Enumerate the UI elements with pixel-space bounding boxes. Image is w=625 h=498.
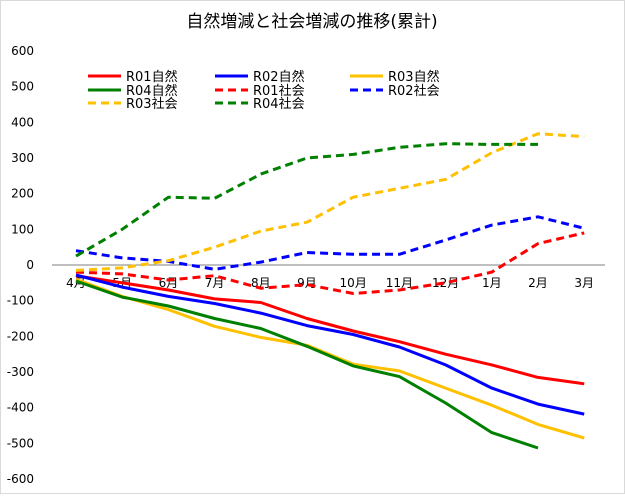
series-line-0	[75, 274, 585, 386]
y-tick-label: -200	[7, 329, 34, 343]
legend-label: R02自然	[253, 69, 305, 85]
series-line-6	[75, 132, 585, 272]
x-tick-label: 4月	[66, 276, 86, 290]
series-line-4	[75, 231, 585, 295]
x-tick-label: 3月	[574, 276, 594, 290]
x-tick-label: 2月	[528, 276, 548, 290]
x-tick-label: 7月	[205, 276, 225, 290]
y-tick-label: 100	[11, 222, 34, 236]
y-tick-label: 0	[26, 258, 34, 272]
legend-label: R01社会	[253, 83, 305, 99]
legend: R01自然 R02自然 R03自然 R04自然 R01社会 R02社会 R03社会 R04社会	[88, 69, 440, 112]
series-line-3	[75, 279, 539, 450]
x-axis-ticks: 4月 5月 6月 7月 8月 9月 10月 11月 12月 1月 2月 3月	[66, 276, 594, 290]
y-tick-label: 200	[11, 187, 34, 201]
x-tick-label: 8月	[251, 276, 271, 290]
y-tick-label: -400	[7, 401, 34, 415]
y-tick-label: 300	[11, 151, 34, 165]
series-lines	[75, 132, 585, 450]
legend-label: R03自然	[388, 69, 440, 85]
x-tick-label: 1月	[482, 276, 502, 290]
y-tick-label: -600	[7, 472, 34, 486]
y-tick-label: 600	[11, 44, 34, 58]
y-tick-label: -300	[7, 365, 34, 379]
x-tick-label: 10月	[340, 276, 367, 290]
legend-label: R02社会	[388, 83, 440, 99]
y-tick-label: 500	[11, 80, 34, 94]
legend-label: R04自然	[126, 83, 178, 99]
chart-title: 自然増減と社会増減の推移(累計)	[186, 12, 437, 32]
series-line-1	[75, 273, 585, 416]
x-tick-label: 11月	[386, 276, 413, 290]
legend-label: R04社会	[253, 96, 305, 112]
y-axis-ticks: 600 500 400 300 200 100 0 -100 -200 -300 -400 -500 -…	[7, 44, 34, 486]
y-tick-label: 400	[11, 115, 34, 129]
x-tick-label: 12月	[432, 276, 459, 290]
x-tick-label: 9月	[297, 276, 317, 290]
y-tick-label: -100	[7, 294, 34, 308]
y-tick-label: -500	[7, 436, 34, 450]
legend-label: R03社会	[126, 96, 178, 112]
legend-label: R01自然	[126, 69, 178, 85]
